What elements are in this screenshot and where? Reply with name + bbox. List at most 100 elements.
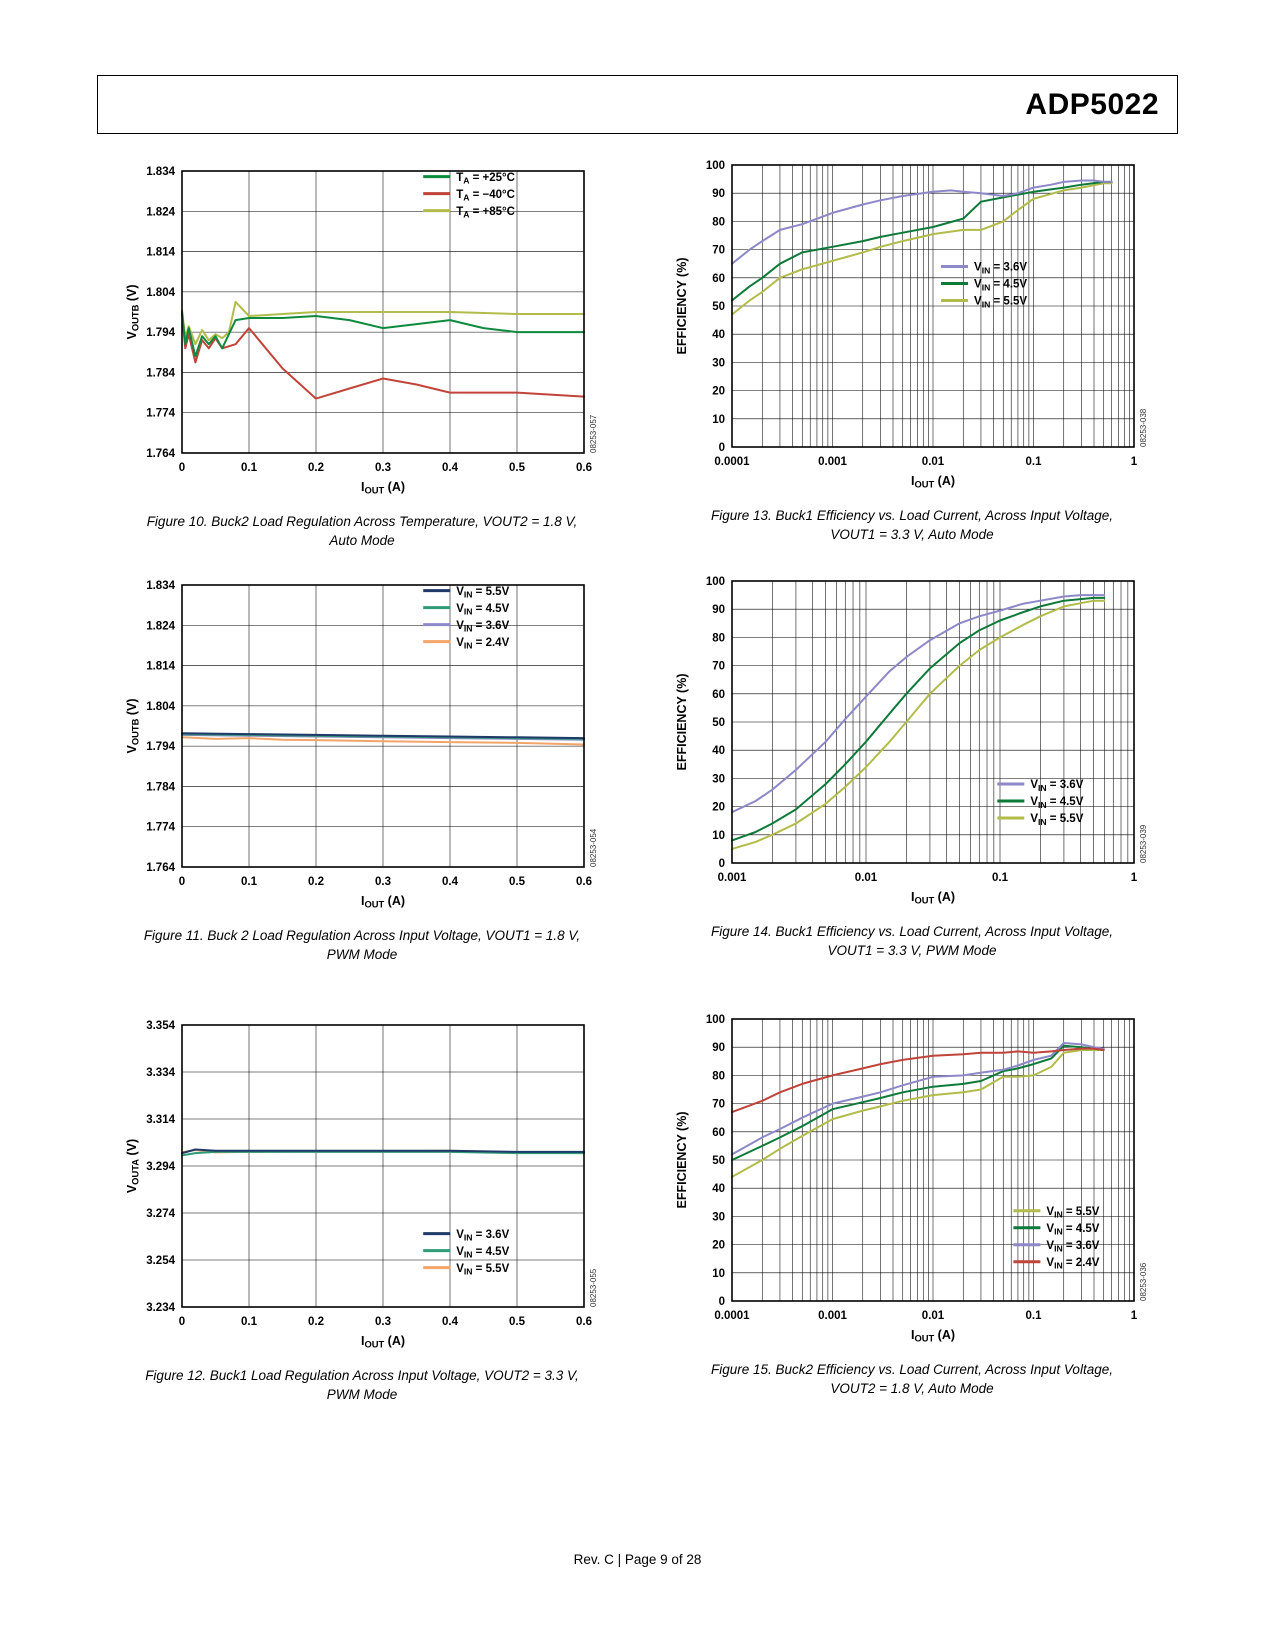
svg-text:VIN = 2.4V: VIN = 2.4V: [456, 637, 509, 651]
svg-text:IOUT (A): IOUT (A): [361, 894, 405, 910]
svg-text:0.3: 0.3: [375, 1316, 391, 1328]
svg-text:50: 50: [712, 717, 725, 729]
svg-text:0.4: 0.4: [442, 462, 459, 474]
svg-text:0: 0: [719, 442, 725, 454]
svg-text:80: 80: [712, 216, 725, 228]
svg-text:50: 50: [712, 1155, 725, 1167]
svg-text:0.001: 0.001: [718, 872, 747, 884]
svg-text:50: 50: [712, 301, 725, 313]
svg-text:VIN = 4.5V: VIN = 4.5V: [1030, 796, 1083, 810]
svg-text:1: 1: [1131, 1310, 1138, 1322]
svg-text:0.0001: 0.0001: [714, 1310, 750, 1322]
chart-buck2-load-reg-temperature: 0 0.1 0.2 0.3 0.4 0.5 0.6 1.764 1.774 1.784 1.794 1…: [118, 158, 606, 510]
svg-text:IOUT (A): IOUT (A): [361, 480, 405, 496]
figure-caption: Figure 12. Buck1 Load Regulation Across …: [112, 1367, 612, 1405]
svg-text:20: 20: [712, 802, 725, 814]
svg-text:0.001: 0.001: [818, 1310, 847, 1322]
svg-text:80: 80: [712, 1070, 725, 1082]
svg-text:VIN = 4.5V: VIN = 4.5V: [1046, 1223, 1099, 1237]
svg-text:1.834: 1.834: [146, 580, 175, 592]
svg-text:1: 1: [1131, 872, 1138, 884]
svg-text:0.5: 0.5: [509, 1316, 526, 1328]
svg-text:1: 1: [1131, 456, 1138, 468]
part-number-title: ADP5022: [1025, 87, 1159, 121]
figure-caption: Figure 10. Buck2 Load Regulation Across …: [112, 513, 612, 551]
svg-text:0.0001: 0.0001: [714, 456, 750, 468]
svg-text:0.2: 0.2: [308, 462, 324, 474]
svg-text:90: 90: [712, 188, 725, 200]
svg-text:1.814: 1.814: [146, 247, 175, 259]
svg-text:30: 30: [712, 1211, 725, 1223]
svg-text:1.804: 1.804: [146, 701, 175, 713]
svg-text:1.784: 1.784: [146, 367, 175, 379]
svg-text:TA = +25°C: TA = +25°C: [456, 172, 515, 186]
svg-text:30: 30: [712, 357, 725, 369]
figure-caption-line2: PWM Mode: [326, 1386, 398, 1402]
figure-caption-line1: Figure 13. Buck1 Efficiency vs. Load Cur…: [711, 508, 1113, 523]
page-footer: Rev. C | Page 9 of 28: [573, 1552, 702, 1567]
figure-caption-line1: Figure 12. Buck1 Load Regulation Across …: [145, 1368, 579, 1383]
svg-text:VIN = 5.5V: VIN = 5.5V: [1030, 813, 1083, 827]
figure-caption-line2: Auto Mode: [329, 532, 395, 548]
svg-text:0.1: 0.1: [1026, 456, 1043, 468]
svg-text:0.01: 0.01: [922, 1310, 945, 1322]
svg-text:0.01: 0.01: [922, 456, 945, 468]
svg-text:0: 0: [179, 876, 185, 888]
svg-text:0.6: 0.6: [576, 876, 592, 888]
svg-text:0.1: 0.1: [1026, 1310, 1043, 1322]
svg-text:40: 40: [712, 745, 725, 757]
svg-text:08253-039: 08253-039: [1139, 824, 1148, 863]
svg-text:VOUTB (V): VOUTB (V): [125, 285, 141, 340]
figure-caption: Figure 15. Buck2 Efficiency vs. Load Cur…: [662, 1361, 1162, 1399]
svg-text:40: 40: [712, 329, 725, 341]
svg-text:10: 10: [712, 414, 725, 426]
svg-text:EFFICIENCY (%): EFFICIENCY (%): [675, 674, 689, 771]
svg-text:1.834: 1.834: [146, 166, 175, 178]
svg-text:1.764: 1.764: [146, 862, 175, 874]
figure-13: 0.0001 0.001 0.01 0.1 1 0 10 20 30 40 50 60 70 80 90 10…: [662, 152, 1162, 545]
svg-text:IOUT (A): IOUT (A): [361, 1334, 405, 1350]
svg-text:VOUTB (V): VOUTB (V): [125, 699, 141, 754]
svg-text:08253-055: 08253-055: [589, 1268, 598, 1307]
svg-text:1.784: 1.784: [146, 781, 175, 793]
svg-text:VIN = 2.4V: VIN = 2.4V: [1046, 1257, 1099, 1271]
figure-caption-line1: Figure 15. Buck2 Efficiency vs. Load Cur…: [711, 1362, 1113, 1377]
svg-text:1.764: 1.764: [146, 448, 175, 460]
chart-buck2-load-reg-input-voltage: 0 0.1 0.2 0.3 0.4 0.5 0.6 1.764 1.774 1.784 1.794 1…: [118, 572, 606, 924]
svg-text:IOUT (A): IOUT (A): [911, 1328, 955, 1344]
svg-text:0.5: 0.5: [509, 462, 526, 474]
svg-text:1.794: 1.794: [146, 741, 175, 753]
svg-text:1.814: 1.814: [146, 661, 175, 673]
svg-text:40: 40: [712, 1183, 725, 1195]
svg-text:10: 10: [712, 1268, 725, 1280]
svg-text:0.4: 0.4: [442, 876, 459, 888]
svg-text:1.824: 1.824: [146, 206, 175, 218]
chart-buck1-efficiency-pwm: 0.001 0.01 0.1 1 0 10 20 30 40 50 60 70 80 90 100 IOUT …: [668, 568, 1156, 920]
svg-text:60: 60: [712, 689, 725, 701]
svg-text:08253-038: 08253-038: [1139, 408, 1148, 447]
svg-text:3.274: 3.274: [146, 1208, 175, 1220]
svg-text:100: 100: [706, 160, 725, 172]
figure-caption: Figure 13. Buck1 Efficiency vs. Load Cur…: [662, 507, 1162, 545]
svg-text:1.794: 1.794: [146, 327, 175, 339]
svg-text:VIN = 3.6V: VIN = 3.6V: [456, 1229, 509, 1243]
svg-text:08253-054: 08253-054: [589, 828, 598, 867]
svg-text:IOUT (A): IOUT (A): [911, 890, 955, 906]
svg-text:0.01: 0.01: [855, 872, 878, 884]
figure-caption-line1: Figure 11. Buck 2 Load Regulation Across…: [143, 928, 581, 943]
figure-caption-line2: VOUT1 = 3.3 V, PWM Mode: [827, 942, 997, 958]
svg-text:0: 0: [179, 462, 185, 474]
header-box: ADP5022: [97, 75, 1178, 134]
figure-12: 0 0.1 0.2 0.3 0.4 0.5 0.6 3.234 3.254 3.274 3.294 3…: [112, 1012, 612, 1405]
svg-text:VIN = 3.6V: VIN = 3.6V: [1030, 779, 1083, 793]
figure-caption: Figure 11. Buck 2 Load Regulation Across…: [112, 927, 612, 965]
figure-caption-line2: VOUT2 = 1.8 V, Auto Mode: [830, 1380, 994, 1396]
svg-text:1.774: 1.774: [146, 822, 175, 834]
svg-text:1.774: 1.774: [146, 408, 175, 420]
svg-text:0.3: 0.3: [375, 462, 391, 474]
svg-text:VIN = 5.5V: VIN = 5.5V: [456, 1263, 509, 1277]
svg-text:TA = +85°C: TA = +85°C: [456, 206, 515, 220]
svg-text:VOUTA (V): VOUTA (V): [125, 1139, 141, 1193]
svg-text:VIN = 4.5V: VIN = 4.5V: [974, 279, 1027, 293]
